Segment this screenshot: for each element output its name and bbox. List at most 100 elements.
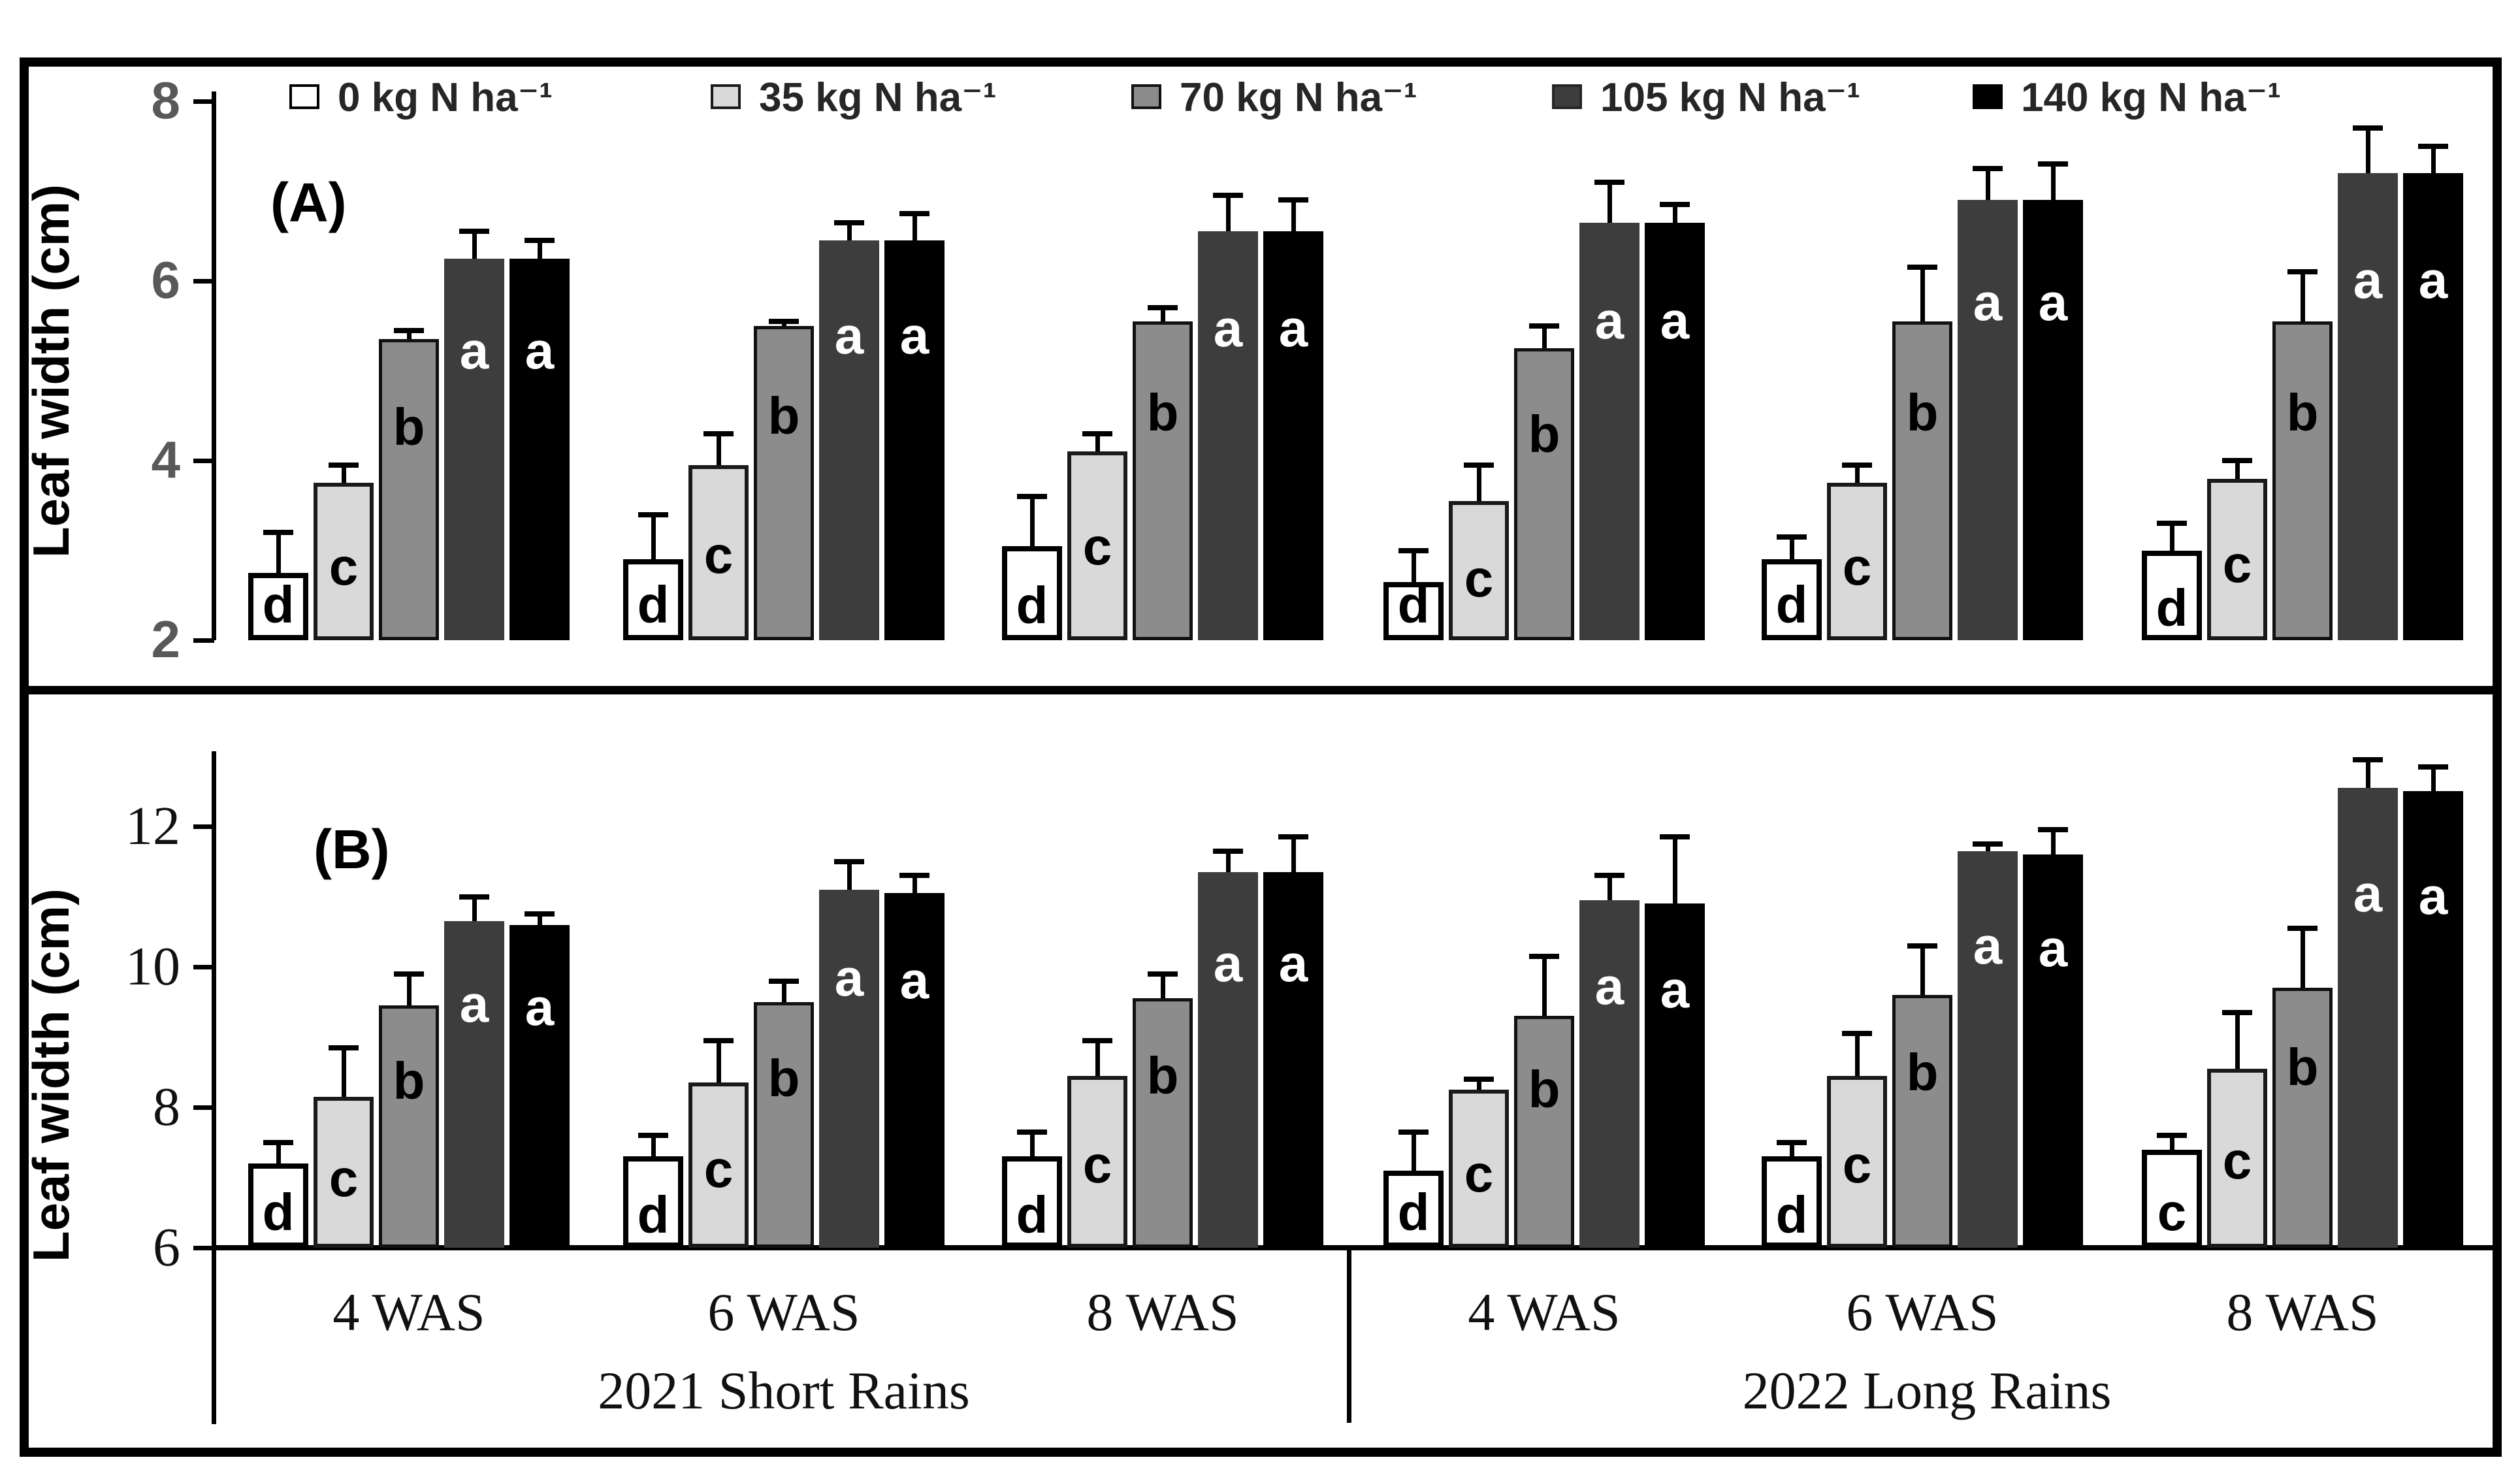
significance-letter: c <box>703 1140 734 1199</box>
bar-35kgN-group1 <box>314 1096 374 1248</box>
significance-letter: a <box>1973 916 2003 975</box>
bar-105kgN-group2 <box>819 240 879 640</box>
significance-letter: d <box>262 576 295 634</box>
legend-item: 105 kg N ha⁻¹ <box>1552 75 1860 120</box>
legend-label: 105 kg N ha⁻¹ <box>1600 74 1860 120</box>
significance-letter: c <box>2157 1182 2187 1241</box>
significance-letter: a <box>1213 934 1243 992</box>
error-bar-line <box>2235 1012 2240 1069</box>
error-bar-cap <box>2157 521 2187 527</box>
error-bar-line <box>472 231 477 259</box>
legend-item: 35 kg N ha⁻¹ <box>711 75 997 120</box>
error-bar-line <box>472 896 477 922</box>
significance-letter: b <box>767 387 800 445</box>
error-bar-cap <box>2418 764 2448 770</box>
error-bar-line <box>1226 851 1231 872</box>
significance-letter: d <box>1775 576 1808 634</box>
y-axis-tick <box>193 824 214 829</box>
error-bar-line <box>1095 1040 1100 1076</box>
error-bar-cap <box>329 462 359 468</box>
bar-0kgN-group1 <box>248 572 308 640</box>
error-bar-line <box>276 532 281 573</box>
error-bar-line <box>2051 164 2056 201</box>
bar-70kgN-group4 <box>1514 1016 1574 1248</box>
significance-letter: a <box>834 948 864 1007</box>
y-tick-label: 4 <box>151 431 181 489</box>
bar-35kgN-group6 <box>2207 1068 2267 1248</box>
error-bar-line <box>407 330 412 340</box>
significance-letter: d <box>262 1183 295 1241</box>
significance-letter: a <box>459 321 489 380</box>
error-bar-line <box>2170 1135 2174 1150</box>
bar-105kgN-group6 <box>2338 173 2398 640</box>
error-bar-cap <box>459 229 489 235</box>
significance-letter: a <box>899 951 929 1010</box>
bar-70kgN-group4 <box>1514 348 1574 640</box>
bar-105kgN-group6 <box>2338 787 2398 1248</box>
bar-35kgN-group4 <box>1449 500 1509 640</box>
significance-letter: a <box>899 306 929 365</box>
error-bar-line <box>538 914 542 925</box>
error-bar-cap <box>703 431 734 436</box>
significance-letter: a <box>2418 867 2448 926</box>
bar-35kgN-group5 <box>1827 483 1887 640</box>
significance-letter: a <box>2418 250 2448 309</box>
error-bar-cap <box>1907 265 1937 270</box>
significance-letter: a <box>1278 934 1308 992</box>
error-bar-line <box>1291 200 1296 232</box>
error-bar-line <box>2301 928 2305 988</box>
x-category-label: 4 WAS <box>332 1282 485 1342</box>
panel-a-y-axis-title: Leaf width (cm) <box>22 184 80 559</box>
error-bar-cap <box>1398 1129 1429 1135</box>
significance-letter: b <box>767 1049 800 1107</box>
error-bar-cap <box>1464 1077 1494 1082</box>
error-bar-line <box>2431 766 2436 792</box>
error-bar-line <box>1986 843 1990 851</box>
bar-0kgN-group3 <box>1002 1156 1062 1248</box>
bar-140kgN-group3 <box>1263 871 1323 1248</box>
error-bar-cap <box>2038 827 2068 833</box>
error-bar-line <box>1161 973 1165 999</box>
significance-letter: a <box>2038 919 2068 978</box>
bar-0kgN-group4 <box>1383 581 1444 640</box>
significance-letter: d <box>1397 576 1430 634</box>
bar-35kgN-group5 <box>1827 1075 1887 1248</box>
figure-border <box>20 57 2502 1457</box>
error-bar-line <box>2235 461 2240 479</box>
error-bar-line <box>1790 536 1794 560</box>
y-tick-label: 2 <box>151 610 181 668</box>
error-bar-line <box>717 1040 721 1083</box>
error-bar-line <box>1607 182 1612 223</box>
error-bar-cap <box>1973 166 2003 172</box>
x-category-label: 8 WAS <box>1086 1282 1239 1342</box>
bar-105kgN-group4 <box>1579 900 1640 1248</box>
significance-letter: a <box>1278 299 1308 357</box>
error-bar-line <box>2366 759 2370 788</box>
bar-105kgN-group3 <box>1198 871 1258 1248</box>
error-bar-line <box>1986 169 1990 201</box>
significance-letter: a <box>2353 250 2383 309</box>
significance-letter: d <box>1016 1185 1048 1244</box>
panel-b-label: (B) <box>314 819 390 880</box>
bar-0kgN-group1 <box>248 1163 308 1248</box>
bar-105kgN-group5 <box>1958 851 2018 1248</box>
bar-140kgN-group4 <box>1645 903 1705 1248</box>
bar-105kgN-group1 <box>444 258 504 640</box>
legend-swatch-icon <box>1131 84 1161 109</box>
y-axis-line <box>212 751 216 1424</box>
error-bar-line <box>847 222 852 241</box>
bar-140kgN-group5 <box>2023 854 2083 1248</box>
error-bar-line <box>1095 433 1100 452</box>
legend-item: 70 kg N ha⁻¹ <box>1131 75 1417 120</box>
error-bar-line <box>1030 1131 1035 1157</box>
error-bar-line <box>1673 837 1677 904</box>
y-tick-label: 8 <box>151 71 181 129</box>
bar-70kgN-group2 <box>754 1001 814 1248</box>
significance-letter: a <box>1594 957 1624 1016</box>
y-axis-line <box>212 91 216 640</box>
error-bar-cap <box>1973 841 2003 847</box>
y-tick-label: 8 <box>153 1077 180 1137</box>
legend-label: 0 kg N ha⁻¹ <box>338 74 553 120</box>
significance-letter: a <box>2353 864 2383 922</box>
